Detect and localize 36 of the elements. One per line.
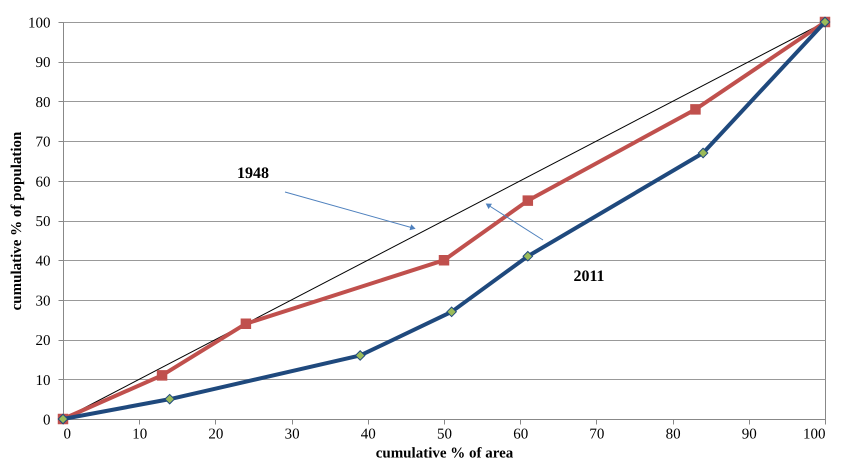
y-tick-label: 10	[36, 372, 50, 389]
y-tick-label: 50	[36, 214, 50, 230]
x-tick-label: 20	[208, 426, 224, 442]
x-axis-title: cumulative % of area	[376, 446, 514, 462]
point	[164, 394, 175, 404]
y-tick-label: 30	[36, 293, 50, 310]
point	[522, 195, 534, 206]
point	[354, 350, 366, 361]
annotation: 1948	[237, 165, 269, 182]
x-tick-label: 70	[589, 426, 604, 442]
x-tick-label: 50	[437, 426, 452, 442]
y-tick-label: 0	[43, 412, 50, 428]
point	[690, 104, 701, 115]
point	[240, 318, 252, 329]
point	[698, 148, 708, 158]
x-tick-label: 100	[803, 426, 826, 442]
annotation: 2011	[573, 268, 605, 285]
point	[522, 250, 534, 262]
x-tick-label: 10	[132, 426, 148, 442]
y-tick-label: 80	[36, 94, 50, 111]
x-tick-label: 90	[742, 426, 757, 442]
x-tick-label: 60	[513, 426, 528, 442]
x-tick-label: 30	[284, 426, 300, 442]
point	[156, 370, 168, 381]
y-tick-label: 40	[36, 254, 50, 270]
x-tick-label: 0	[64, 426, 71, 442]
y-tick-label: 100	[28, 16, 50, 32]
y-axis-title: cumulative % of population	[9, 130, 25, 310]
x-tick-label: 80	[666, 426, 681, 442]
y-tick-label: 70	[36, 134, 50, 151]
point	[438, 254, 450, 266]
point	[446, 306, 457, 318]
x-tick-label: 40	[360, 426, 376, 442]
y-tick-label: 90	[36, 55, 50, 72]
y-tick-label: 20	[36, 333, 50, 350]
y-tick-label: 60	[36, 174, 50, 190]
